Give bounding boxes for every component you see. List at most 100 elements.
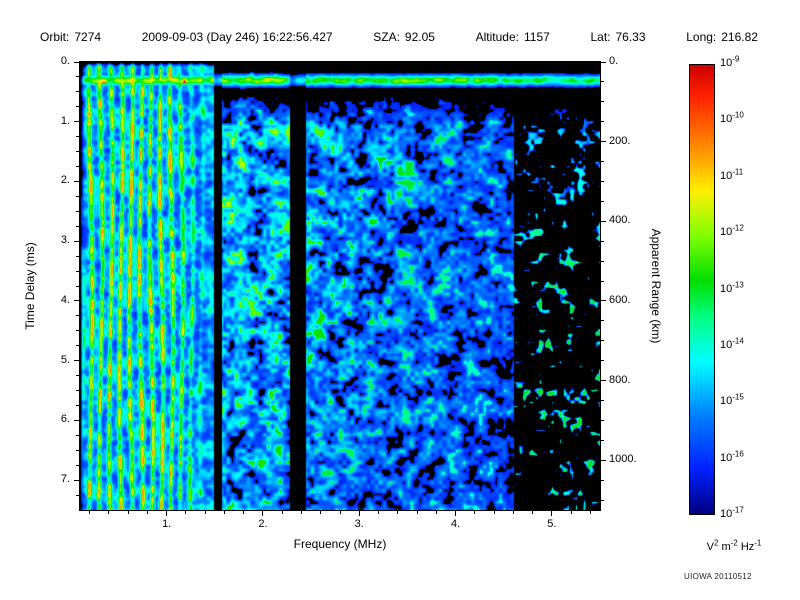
y-right-tick-label: 800. <box>609 373 631 386</box>
x-minor-tick <box>185 511 187 514</box>
y-left-minor-tick <box>76 494 79 496</box>
y-left-minor-tick <box>76 270 79 272</box>
x-minor-tick <box>493 511 495 514</box>
lat-label: Lat: <box>590 30 611 44</box>
x-minor-tick <box>146 511 148 514</box>
header-item-altitude: Altitude: 1157 <box>476 30 550 44</box>
y-right-minor-tick <box>601 81 604 83</box>
x-minor-tick <box>339 511 341 514</box>
y-left-minor-tick <box>76 210 79 212</box>
y-left-major-tick <box>74 61 79 63</box>
y-left-minor-tick <box>76 136 79 138</box>
altitude-label: Altitude: <box>475 30 519 44</box>
y-left-minor-tick <box>76 106 79 108</box>
y-left-minor-tick <box>76 195 79 197</box>
x-minor-tick <box>243 511 245 514</box>
y-right-minor-tick <box>601 121 604 123</box>
y-left-major-tick <box>74 479 79 481</box>
y-left-major-tick <box>74 240 79 242</box>
sza-value: 92.05 <box>404 30 435 44</box>
y-right-tick-label: 400. <box>609 214 631 227</box>
orbit-label: Orbit: <box>40 30 70 44</box>
y-left-major-tick <box>74 360 79 362</box>
datetime-value: 2009-09-03 (Day 246) 16:22:56.427 <box>141 30 333 44</box>
credit-text: UIOWA 20110512 <box>684 572 752 581</box>
y-right-minor-tick <box>601 479 604 481</box>
x-tick-label: 4. <box>450 518 461 530</box>
colorbar-tick-label: 10-17 <box>720 505 744 520</box>
y-left-minor-tick <box>76 285 79 287</box>
y-right-major-tick <box>601 380 606 382</box>
x-major-tick <box>455 511 457 516</box>
x-minor-tick <box>512 511 514 514</box>
y-right-tick-label: 600. <box>609 293 631 306</box>
y-right-minor-tick <box>601 240 604 242</box>
y-left-tick-label: 3. <box>60 234 70 247</box>
header-item-long: Long: 216.82 <box>686 30 758 44</box>
y-axis-left-title: Time Delay (ms) <box>23 242 37 330</box>
y-left-tick-label: 7. <box>60 473 70 486</box>
spectrogram-canvas <box>80 62 600 510</box>
y-left-tick-label: 4. <box>60 293 70 306</box>
y-left-minor-tick <box>76 390 79 392</box>
y-left-major-tick <box>74 180 79 182</box>
colorbar-tick-label: 10-13 <box>720 279 744 295</box>
y-right-minor-tick <box>601 419 604 421</box>
y-right-minor-tick <box>601 439 604 441</box>
x-minor-tick <box>320 511 322 514</box>
y-right-major-tick <box>601 220 606 222</box>
long-value: 216.82 <box>721 30 758 44</box>
colorbar-tick-label: 10-12 <box>720 223 744 239</box>
y-left-minor-tick <box>76 404 79 406</box>
y-left-minor-tick <box>76 449 79 451</box>
header-item-datetime: 2009-09-03 (Day 246) 16:22:56.427 <box>142 30 333 44</box>
y-right-tick-label: 1000. <box>609 453 637 466</box>
lat-value: 76.33 <box>615 30 646 44</box>
colorbar-tick-label: 10-11 <box>720 167 744 182</box>
y-left-minor-tick <box>76 434 79 436</box>
y-left-minor-tick <box>76 330 79 332</box>
y-left-minor-tick <box>76 225 79 227</box>
colorbar-tick-label: 10-14 <box>720 336 744 351</box>
x-minor-tick <box>108 511 110 514</box>
y-axis-right-title: Apparent Range (km) <box>649 228 663 344</box>
y-left-minor-tick <box>76 375 79 377</box>
x-major-tick <box>551 511 553 516</box>
x-tick-label: 1. <box>162 518 172 530</box>
y-left-tick-label: 0. <box>60 55 70 67</box>
x-minor-tick <box>416 511 418 514</box>
x-tick-label: 5. <box>547 518 557 530</box>
y-right-minor-tick <box>601 280 604 282</box>
x-minor-tick <box>570 511 572 514</box>
y-right-minor-tick <box>601 200 604 202</box>
y-right-major-tick <box>601 141 606 143</box>
x-minor-tick <box>89 511 91 514</box>
y-right-major-tick <box>601 300 606 302</box>
colorbar-tick-label: 10-10 <box>720 110 744 126</box>
orbit-value: 7274 <box>74 30 102 44</box>
colorbar-tick-label: 10-9 <box>720 54 740 69</box>
y-left-tick-label: 2. <box>60 174 70 187</box>
y-right-minor-tick <box>601 340 604 342</box>
y-right-tick-label: 200. <box>609 134 631 147</box>
y-left-minor-tick <box>76 345 79 347</box>
x-minor-tick <box>532 511 534 514</box>
y-right-major-tick <box>601 61 606 63</box>
y-left-minor-tick <box>76 315 79 317</box>
y-left-minor-tick <box>76 151 79 153</box>
y-right-minor-tick <box>601 399 604 401</box>
y-right-minor-tick <box>601 360 604 362</box>
colorbar <box>689 64 715 515</box>
y-right-minor-tick <box>601 499 604 501</box>
x-minor-tick <box>281 511 283 514</box>
x-minor-tick <box>397 511 399 514</box>
y-left-minor-tick <box>76 91 79 93</box>
x-axis-title: Frequency (MHz) <box>293 537 387 551</box>
long-label: Long: <box>686 30 717 44</box>
y-left-major-tick <box>74 300 79 302</box>
y-left-tick-label: 6. <box>60 413 70 426</box>
y-right-tick-label: 0. <box>609 55 619 67</box>
y-left-major-tick <box>74 419 79 421</box>
header-item-orbit: Orbit: 7274 <box>40 30 101 44</box>
x-minor-tick <box>204 511 206 514</box>
